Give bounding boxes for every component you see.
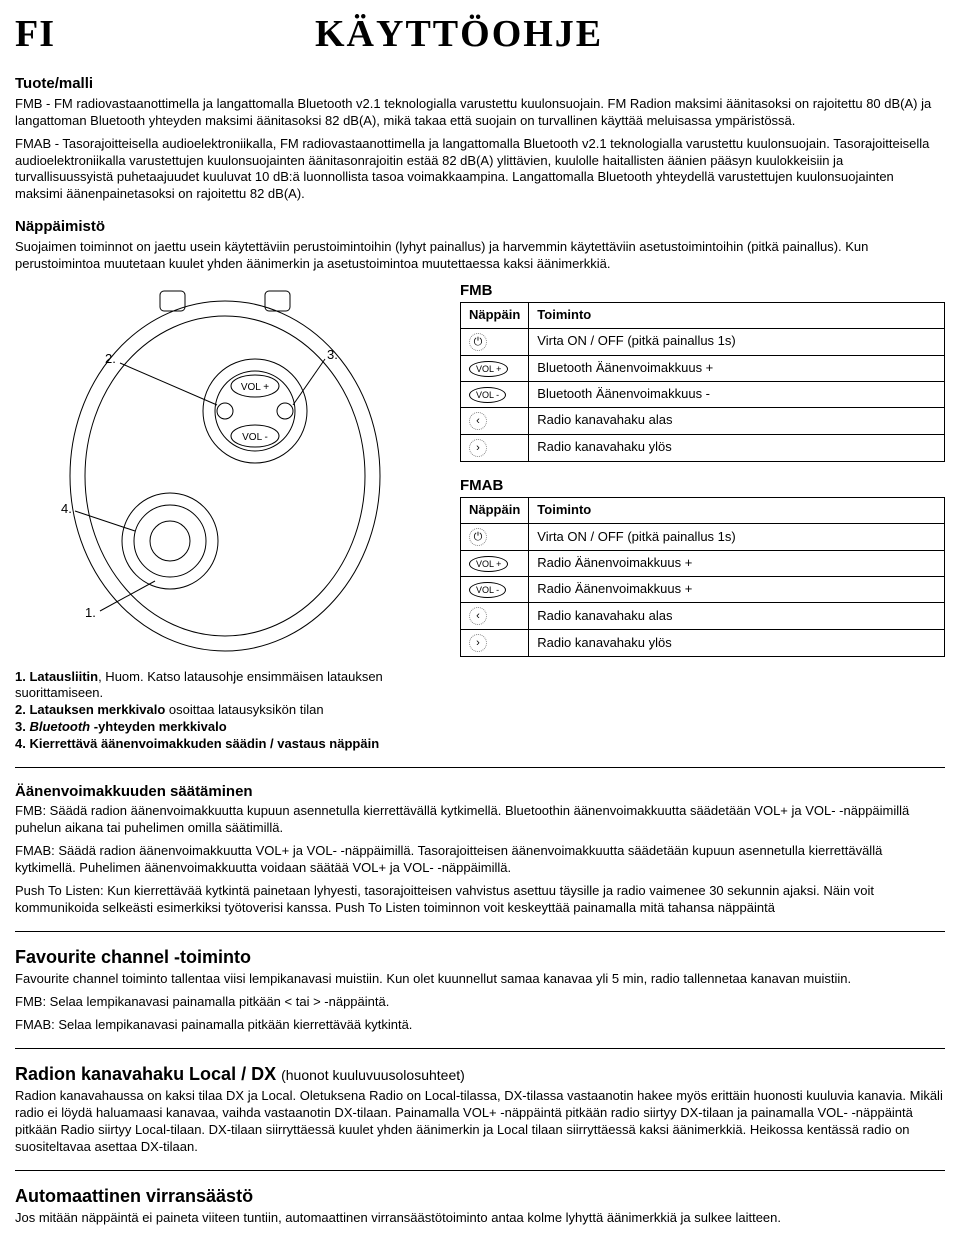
keypad-intro: Suojaimen toiminnot on jaettu usein käyt…: [15, 239, 945, 273]
localdx-body: Radion kanavahaussa on kaksi tilaa DX ja…: [15, 1088, 945, 1156]
fmab-table-title: FMAB: [460, 476, 945, 496]
svg-text:VOL -: VOL -: [242, 432, 268, 443]
table-row: ‹Radio kanavahaku alas: [461, 407, 945, 434]
product-fmb: FMB - FM radiovastaanottimella ja langat…: [15, 96, 945, 130]
autopower-body: Jos mitään näppäintä ei paineta viiteen …: [15, 1210, 945, 1227]
svg-text:1.: 1.: [85, 605, 96, 620]
table-row: ›Radio kanavahaku ylös: [461, 630, 945, 657]
svg-text:3.: 3.: [327, 347, 338, 362]
fav-intro: Favourite channel toiminto tallentaa vii…: [15, 971, 945, 988]
col-key: Näppäin: [461, 303, 529, 329]
keypad-heading: Näppäimistö: [15, 217, 945, 237]
product-heading: Tuote/malli: [15, 74, 945, 94]
chevron-left-icon: ‹: [469, 412, 487, 430]
page-title: KÄYTTÖOHJE: [315, 10, 603, 59]
localdx-heading: Radion kanavahaku Local / DX (huonot kuu…: [15, 1063, 945, 1086]
volume-heading: Äänenvoimakkuuden säätäminen: [15, 782, 945, 802]
svg-text:VOL +: VOL +: [241, 382, 269, 393]
table-row: ›Radio kanavahaku ylös: [461, 434, 945, 461]
table-row: ⏻Virta ON / OFF (pitkä painallus 1s): [461, 524, 945, 551]
chevron-right-icon: ›: [469, 439, 487, 457]
volume-ptl: Push To Listen: Kun kierrettävää kytkint…: [15, 883, 945, 917]
volume-fmab: FMAB: Säädä radion äänenvoimakkuutta VOL…: [15, 843, 945, 877]
diagram-legend: 1. Latausliitin, Huom. Katso latausohje …: [15, 669, 435, 753]
table-row: ‹Radio kanavahaku alas: [461, 603, 945, 630]
earcup-diagram: VOL + VOL - 2. 3. 4. 1.: [15, 281, 415, 661]
vol-minus-icon: VOL -: [469, 387, 506, 403]
table-row: VOL +Radio Äänenvoimakkuus +: [461, 551, 945, 577]
table-row: VOL +Bluetooth Äänenvoimakkuus +: [461, 355, 945, 381]
fmb-table-title: FMB: [460, 281, 945, 301]
table-row: ⏻Virta ON / OFF (pitkä painallus 1s): [461, 328, 945, 355]
lang-code: FI: [15, 10, 55, 59]
svg-text:4.: 4.: [61, 501, 72, 516]
product-fmab: FMAB - Tasorajoitteisella audioelektroni…: [15, 136, 945, 204]
col-key: Näppäin: [461, 498, 529, 524]
vol-minus-icon: VOL -: [469, 582, 506, 598]
power-icon: ⏻: [469, 528, 487, 546]
fmab-table: Näppäin Toiminto ⏻Virta ON / OFF (pitkä …: [460, 497, 945, 657]
volume-fmb: FMB: Säädä radion äänenvoimakkuutta kupu…: [15, 803, 945, 837]
table-row: VOL -Bluetooth Äänenvoimakkuus -: [461, 381, 945, 407]
vol-plus-icon: VOL +: [469, 556, 508, 572]
autopower-heading: Automaattinen virransäästö: [15, 1185, 945, 1208]
table-row: VOL -Radio Äänenvoimakkuus +: [461, 577, 945, 603]
chevron-right-icon: ›: [469, 634, 487, 652]
fmb-table: Näppäin Toiminto ⏻Virta ON / OFF (pitkä …: [460, 302, 945, 462]
col-func: Toiminto: [529, 498, 945, 524]
vol-plus-icon: VOL +: [469, 361, 508, 377]
fav-heading: Favourite channel -toiminto: [15, 946, 945, 969]
fav-fmab: FMAB: Selaa lempikanavasi painamalla pit…: [15, 1017, 945, 1034]
power-icon: ⏻: [469, 333, 487, 351]
fav-fmb: FMB: Selaa lempikanavasi painamalla pitk…: [15, 994, 945, 1011]
col-func: Toiminto: [529, 303, 945, 329]
chevron-left-icon: ‹: [469, 607, 487, 625]
svg-text:2.: 2.: [105, 351, 116, 366]
